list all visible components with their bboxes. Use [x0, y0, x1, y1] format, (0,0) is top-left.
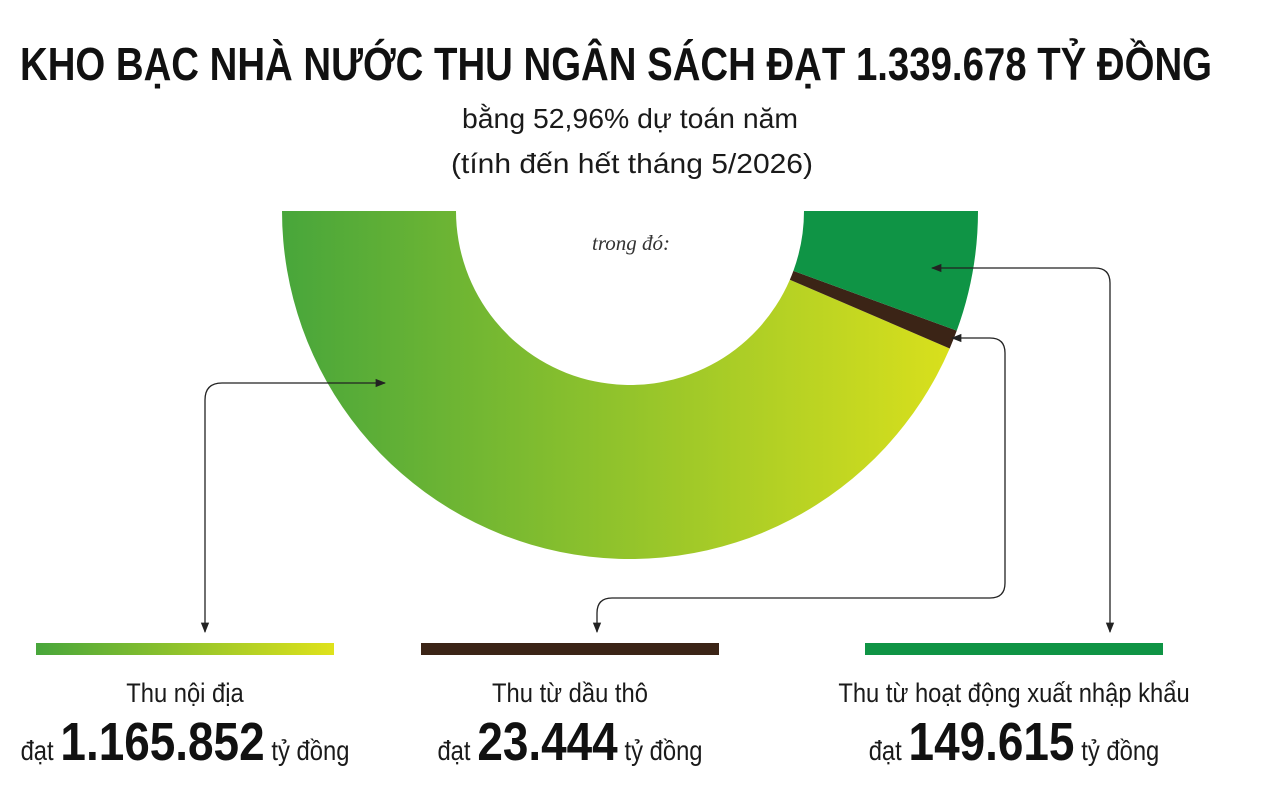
value-label: 1.165.852 — [60, 712, 264, 772]
value-unit: tỷ đồng — [1081, 734, 1159, 766]
category-label: Thu nội địa — [126, 679, 244, 709]
legend-swatch — [865, 643, 1163, 655]
legend-swatch — [421, 643, 719, 655]
category-label: Thu từ dầu thô — [492, 679, 648, 709]
chart-title: KHO BẠC NHÀ NƯỚC THU NGÂN SÁCH ĐẠT 1.339… — [20, 38, 1212, 90]
subtitle: bằng 52,96% dự toán năm — [462, 103, 798, 134]
category-label: Thu từ hoạt động xuất nhập khẩu — [838, 679, 1189, 709]
value-prefix: đạt — [21, 734, 55, 766]
legend-swatch — [36, 643, 334, 655]
value-prefix: đạt — [869, 734, 903, 766]
connector-arrow — [200, 378, 387, 634]
donut-segment — [789, 270, 957, 349]
connector-arrow — [930, 263, 1115, 634]
value-prefix: đạt — [437, 734, 471, 766]
value-line: đạt 149.615 tỷ đồng — [869, 712, 1160, 772]
value-label: 149.615 — [909, 712, 1075, 772]
subtitle: (tính đến hết tháng 5/2026) — [451, 148, 813, 179]
value-line: đạt 1.165.852 tỷ đồng — [21, 712, 350, 772]
value-unit: tỷ đồng — [625, 734, 703, 766]
value-unit: tỷ đồng — [271, 734, 349, 766]
annotation: trong đó: — [592, 231, 670, 255]
value-line: đạt 23.444 tỷ đồng — [437, 712, 702, 772]
value-label: 23.444 — [477, 712, 617, 772]
